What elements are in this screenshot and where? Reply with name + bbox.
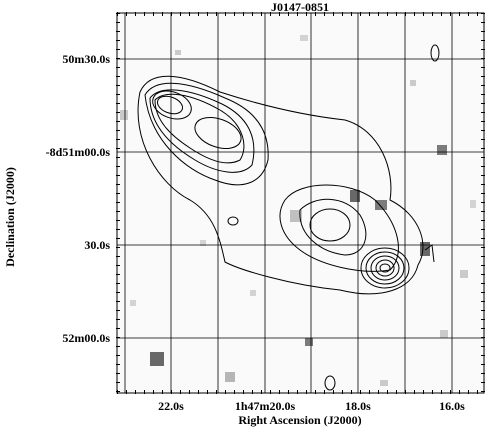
x-tick-label: 22.0s: [158, 399, 184, 413]
title: J0147-0851: [271, 0, 329, 14]
y-tick-label: 50m30.0s: [62, 52, 110, 66]
x-tick-label: 1h47m20.0s: [235, 399, 296, 413]
figure: J0147-0851 50m30.0s -8d51m00.0s 30.0s 52…: [0, 0, 488, 432]
y-tick-label: 52m00.0s: [62, 331, 110, 345]
image: [117, 13, 484, 393]
x-axis-label: Right Ascension (J2000): [238, 413, 361, 427]
x-tick-label: 18.0s: [345, 399, 371, 413]
y-axis-label: Declination (J2000): [3, 167, 17, 267]
y-tick-label: -8d51m00.0s: [46, 145, 111, 159]
y-tick-label: 30.0s: [84, 238, 110, 252]
x-tick-label: 16.0s: [439, 399, 465, 413]
